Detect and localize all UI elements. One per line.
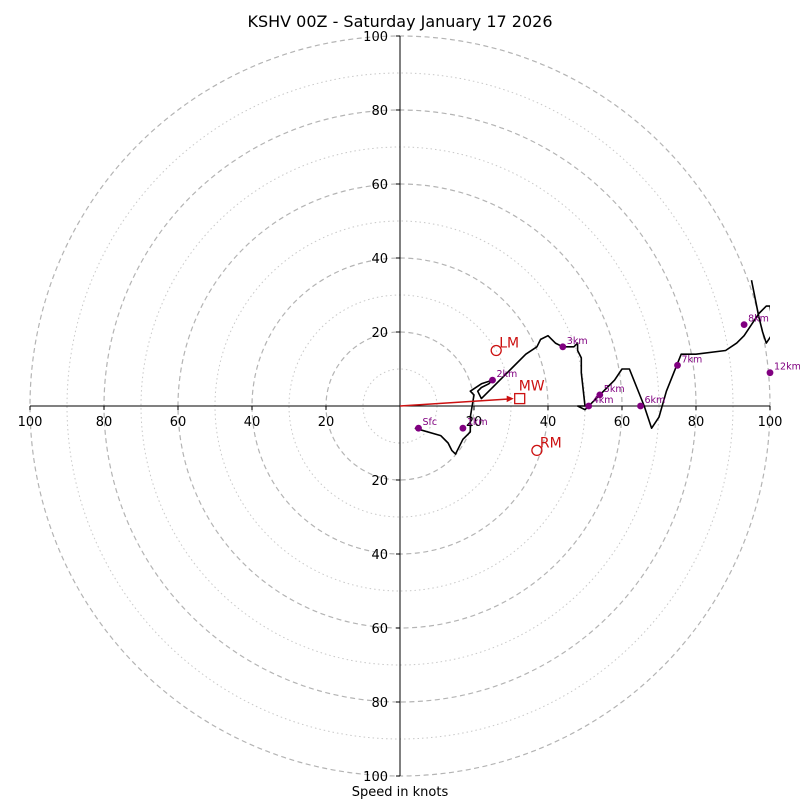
chart-title: KSHV 00Z - Saturday January 17 2026 xyxy=(247,12,552,31)
tick-labels: 100 80 60 40 20 20 40 60 80 100100806040202040608… xyxy=(18,30,783,785)
height-label-7km: 7km xyxy=(682,354,703,365)
height-marker-1km xyxy=(459,424,467,432)
x-tick-label: 40 xyxy=(244,415,261,430)
height-label-2km: 2km xyxy=(497,369,518,380)
right-mover-marker xyxy=(531,444,543,457)
height-label-12km: 12km xyxy=(774,362,800,373)
height-marker-6km xyxy=(637,402,644,410)
y-tick-label: 100 xyxy=(363,770,388,785)
height-marker-4km xyxy=(585,402,593,410)
height-label-sfc: Sfc xyxy=(423,417,438,428)
height-label-4km: 4km xyxy=(593,395,614,406)
mean-wind-label: MW xyxy=(519,379,545,395)
storm-motion-layer: MW LM RM xyxy=(399,336,562,457)
y-tick-label: 100 xyxy=(363,30,388,45)
x-axis-label: Speed in knots xyxy=(352,785,449,800)
height-label-3km: 3km xyxy=(567,336,588,347)
hodograph-trace xyxy=(414,280,770,455)
x-tick-label: 60 xyxy=(614,415,631,430)
y-tick-label: 60 xyxy=(371,178,388,193)
y-tick-label: 20 xyxy=(371,326,388,341)
left-mover-label: LM xyxy=(499,336,519,352)
height-marker-8km xyxy=(740,321,748,328)
x-tick-label: 80 xyxy=(96,415,113,430)
right-mover-label: RM xyxy=(540,435,562,451)
mean-wind-arrow-shaft xyxy=(399,398,509,407)
y-tick-label: 60 xyxy=(371,622,388,637)
mean-wind-arrow-head xyxy=(506,395,514,403)
height-marker-3km xyxy=(559,343,567,351)
height-marker-5km xyxy=(596,391,604,399)
x-tick-label: 80 xyxy=(688,415,705,430)
y-tick-label: 20 xyxy=(371,474,388,489)
y-tick-label: 40 xyxy=(371,548,388,563)
left-mover-marker xyxy=(490,344,502,357)
mean-wind-marker xyxy=(514,392,526,405)
height-marker-12km xyxy=(766,369,774,377)
height-label-5km: 5km xyxy=(604,384,625,395)
x-tick-label: 60 xyxy=(170,415,187,430)
y-tick-label: 80 xyxy=(371,104,388,119)
y-tick-label: 80 xyxy=(371,696,388,711)
height-marker-2km xyxy=(489,376,496,384)
x-tick-label: 100 xyxy=(758,415,783,430)
x-tick-label: 100 xyxy=(18,415,43,430)
hodograph-trace-layer xyxy=(414,280,770,455)
height-label-1km: 1km xyxy=(467,417,488,428)
y-tick-label: 40 xyxy=(371,252,388,267)
height-marker-sfc xyxy=(415,424,422,432)
height-label-8km: 8km xyxy=(748,314,769,325)
height-marker-7km xyxy=(674,361,681,369)
x-tick-label: 20 xyxy=(318,415,335,430)
height-label-6km: 6km xyxy=(645,395,666,406)
x-tick-label: 40 xyxy=(540,415,557,430)
